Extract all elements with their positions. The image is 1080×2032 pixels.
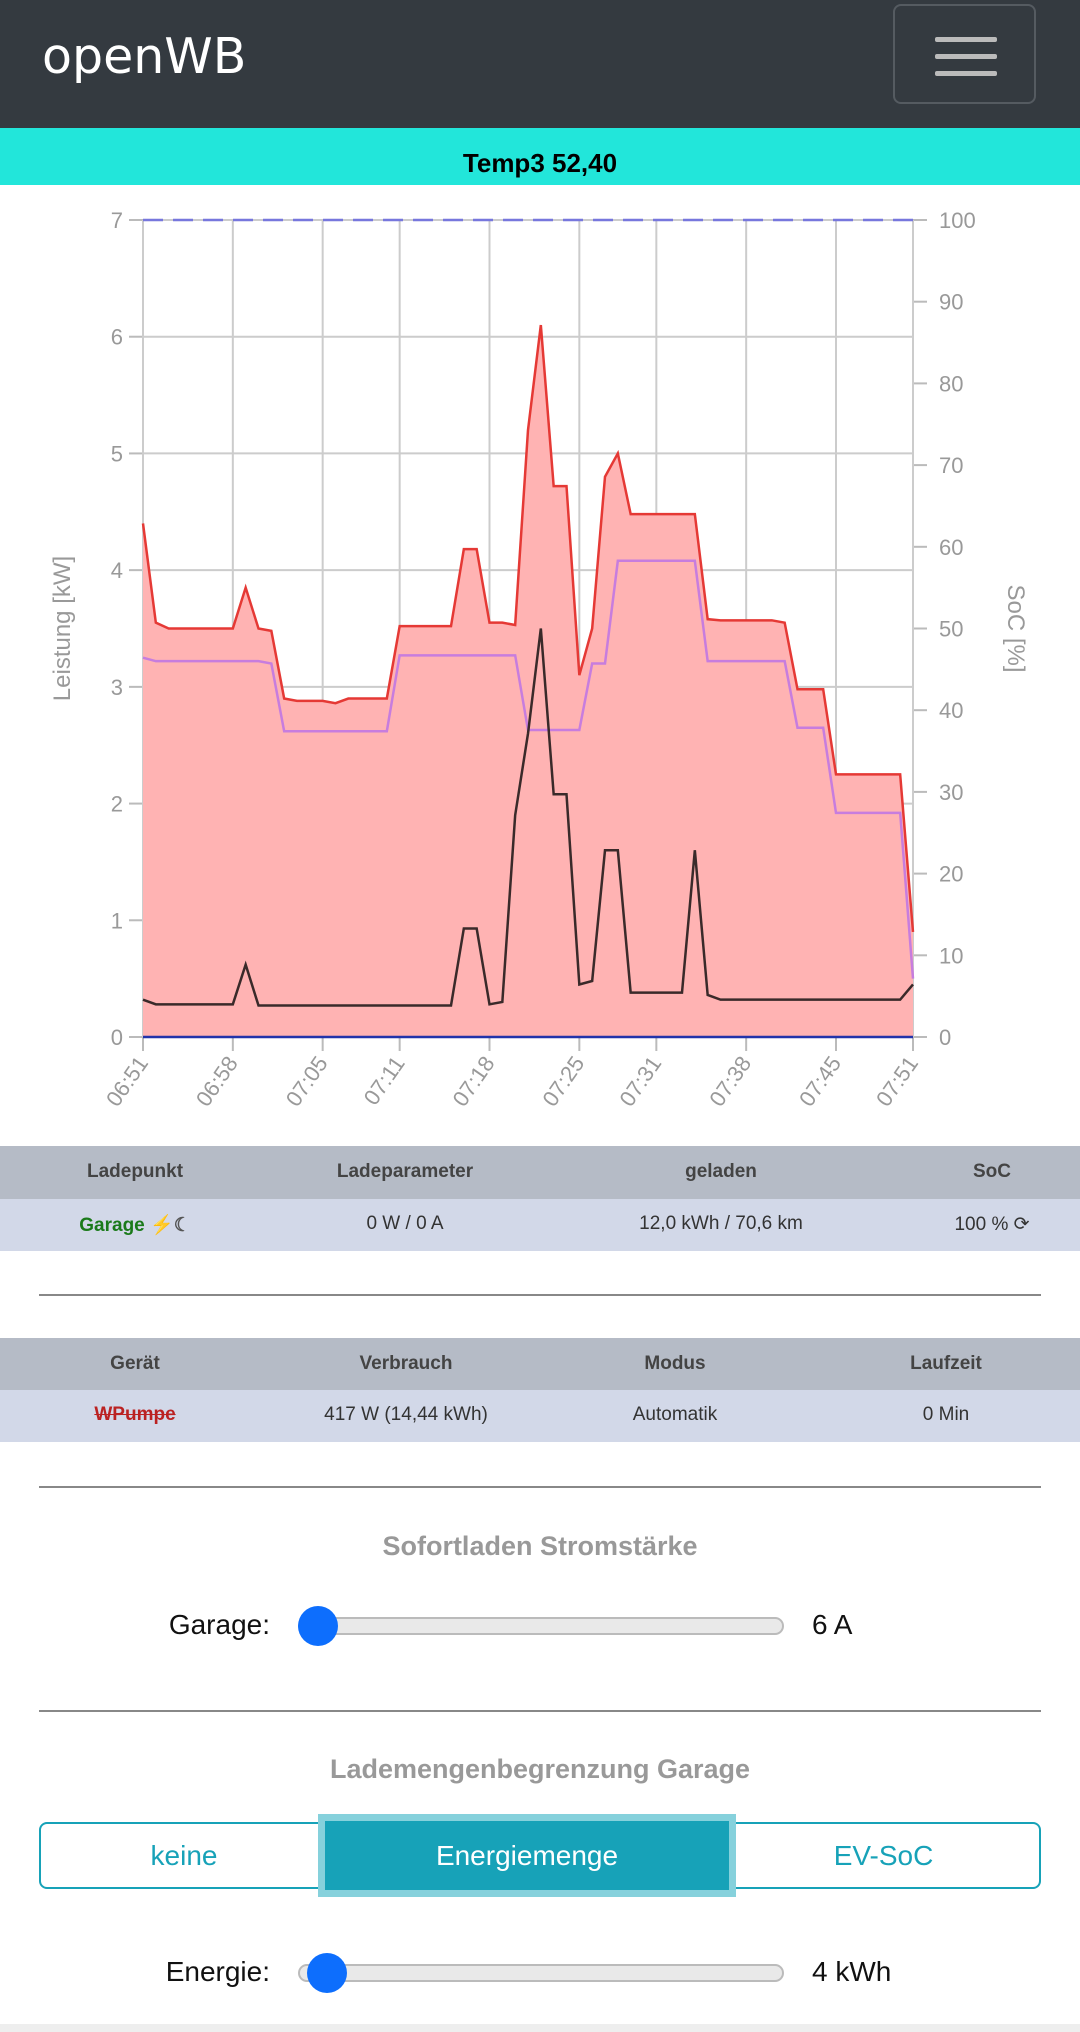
td: 0 W / 0 A [366, 1213, 444, 1234]
slider-label: Garage: [168, 1609, 270, 1640]
th: Gerät [110, 1352, 160, 1374]
option-button[interactable]: keine [39, 1822, 329, 1889]
x-tick-label: 07:25 [537, 1052, 589, 1111]
th: Laufzeit [910, 1352, 982, 1374]
x-tick-label: 07:11 [359, 1052, 410, 1110]
y-axis-label: Leistung [kW] [49, 556, 76, 701]
x-tick-label: 07:05 [281, 1052, 333, 1111]
table-header: Ladepunkt Ladeparameter geladen SoC [0, 1146, 1080, 1199]
option-button[interactable]: EV-SoC [728, 1822, 1041, 1889]
th: Verbrauch [359, 1352, 453, 1374]
y2-tick-label: 80 [939, 371, 963, 396]
y-tick-label: 0 [111, 1025, 123, 1050]
y2-tick-label: 40 [939, 698, 963, 723]
td[interactable]: Garage ⚡☾ [79, 1215, 191, 1236]
y2-tick-label: 60 [939, 535, 963, 560]
slider-label: Energie: [165, 1956, 270, 1987]
soc: 100 % [954, 1214, 1009, 1235]
slider-track[interactable] [298, 1964, 784, 1982]
section-title: Lademengenbegrenzung Garage [329, 1754, 751, 1784]
divider [39, 1710, 1041, 1712]
y-tick-label: 4 [111, 558, 123, 583]
footer-strip [0, 2024, 1080, 2032]
td[interactable]: WPumpe [94, 1404, 176, 1425]
td: 417 W (14,44 kWh) [324, 1404, 488, 1425]
y2-tick-label: 50 [939, 617, 963, 642]
y2-tick-label: 70 [939, 453, 963, 478]
y2-tick-label: 0 [939, 1025, 951, 1050]
y2-tick-label: 10 [939, 943, 963, 968]
x-tick-label: 06:51 [101, 1052, 153, 1111]
divider [39, 1486, 1041, 1488]
x-tick-label: 07:45 [794, 1052, 846, 1111]
area [143, 325, 913, 1037]
slider-value: 4 kWh [812, 1956, 892, 1987]
slider-knob[interactable] [298, 1606, 338, 1646]
menu-button[interactable] [893, 4, 1036, 104]
temp-banner: Temp3 52,40 [0, 128, 1080, 185]
series-line [142, 628, 914, 1007]
y2-tick-label: 30 [939, 780, 963, 805]
table-header: Gerät Verbrauch Modus Laufzeit [0, 1338, 1080, 1391]
y2-tick-label: 90 [939, 290, 963, 315]
temp-text: Temp3 52,40 [462, 148, 618, 178]
x-tick-label: 07:38 [704, 1052, 756, 1111]
navbar: openWB [0, 0, 1080, 128]
th: Modus [644, 1352, 706, 1374]
slider-knob[interactable] [307, 1953, 347, 1993]
table-row: Garage ⚡☾ 0 W / 0 A 12,0 kWh / 70,6 km 1… [0, 1199, 1080, 1251]
slider-track[interactable] [298, 1617, 784, 1635]
th: SoC [973, 1160, 1011, 1182]
td: Automatik [632, 1404, 718, 1425]
x-tick-label: 07:51 [871, 1052, 923, 1111]
th: Ladeparameter [336, 1160, 474, 1182]
series-line [141, 324, 915, 933]
td[interactable]: 100 % ⟳ [954, 1214, 1030, 1235]
x-tick-label: 07:31 [614, 1052, 666, 1111]
td: 0 Min [922, 1404, 970, 1425]
table-row: WPumpe 417 W (14,44 kWh) Automatik 0 Min [0, 1390, 1080, 1442]
y-tick-label: 2 [111, 792, 123, 817]
y2-tick-label: 100 [939, 208, 976, 233]
option-button-active[interactable]: Energiemenge [318, 1814, 736, 1897]
td: 12,0 kWh / 70,6 km [639, 1213, 803, 1234]
y-tick-label: 7 [111, 208, 123, 233]
x-tick-label: 06:58 [191, 1052, 243, 1111]
x-tick-label: 07:18 [448, 1052, 500, 1111]
chargepoint: Garage [79, 1215, 145, 1236]
th: geladen [685, 1160, 757, 1182]
brand[interactable]: openWB [42, 28, 247, 85]
slider-value: 6 A [812, 1609, 853, 1640]
divider [39, 1294, 1041, 1296]
y-tick-label: 5 [111, 441, 123, 466]
section-title: Sofortladen Stromstärke [382, 1531, 698, 1561]
y-tick-label: 1 [111, 908, 123, 933]
th: Ladepunkt [86, 1160, 184, 1182]
y2-tick-label: 20 [939, 862, 963, 887]
y2-axis-label: SoC [%] [1002, 584, 1029, 672]
y-tick-label: 6 [111, 325, 123, 350]
y-tick-label: 3 [111, 675, 123, 700]
